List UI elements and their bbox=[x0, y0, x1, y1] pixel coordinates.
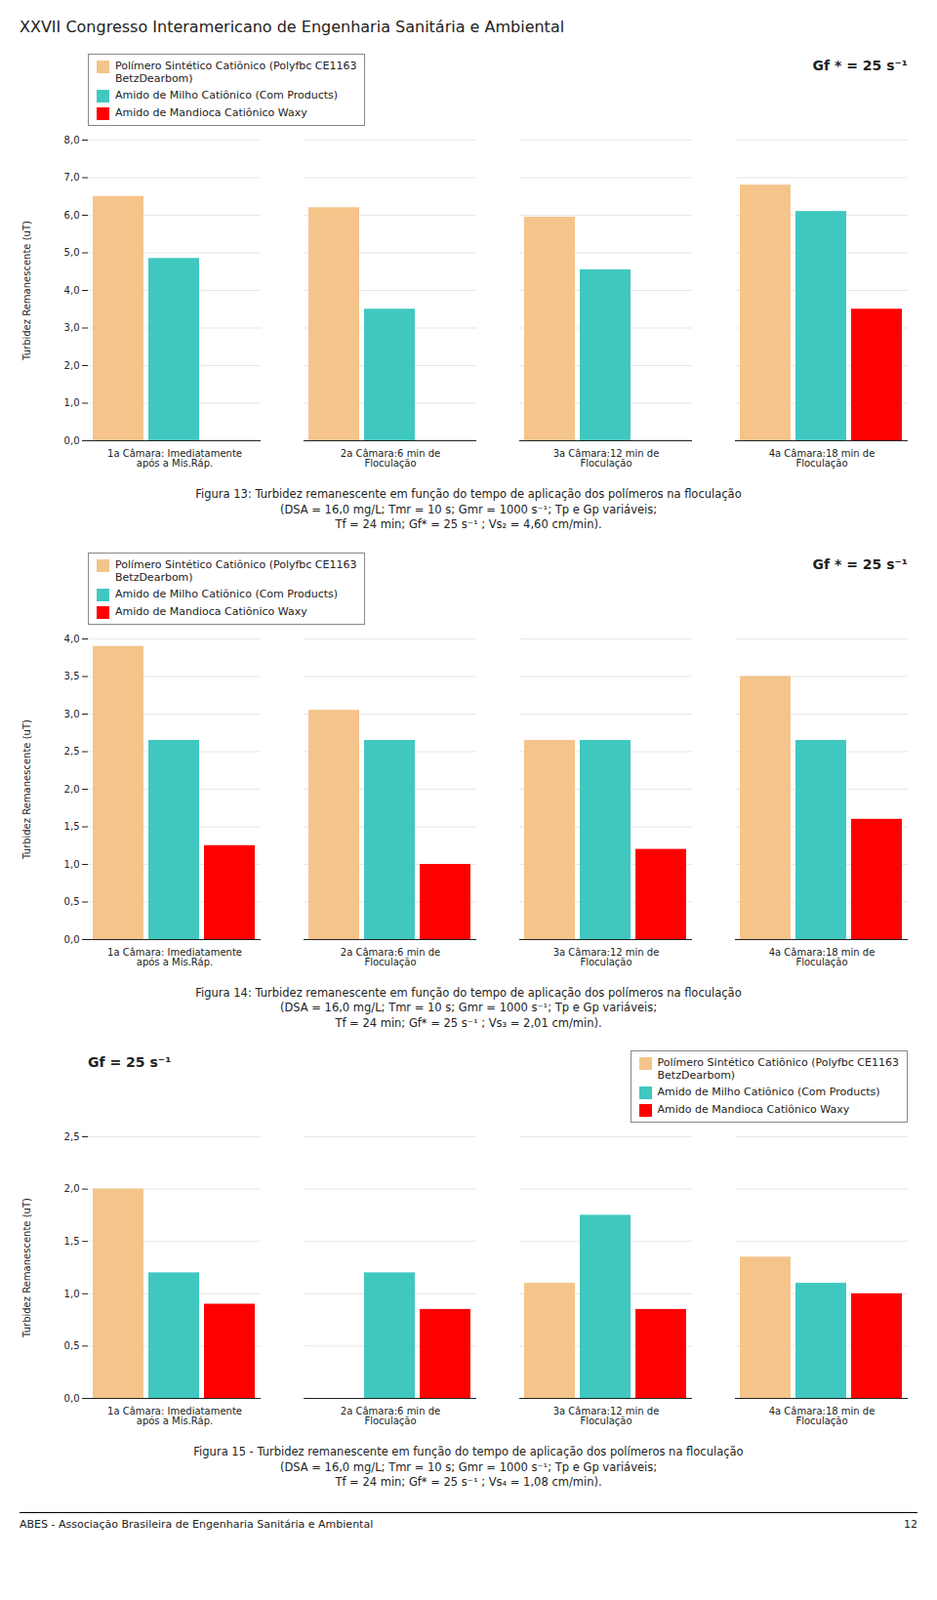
html-text:Polímero Sintético Catiônico (: Polímero Sintético Catiônico (Polyfbc CE… bbox=[115, 59, 357, 85]
svg-text:2,0: 2,0 bbox=[64, 782, 81, 794]
svg-text:3a Câmara:12 min deFloculação: 3a Câmara:12 min deFloculação bbox=[553, 945, 660, 967]
svg-text:5,0: 5,0 bbox=[64, 246, 81, 258]
svg-text:3,5: 3,5 bbox=[64, 670, 81, 682]
svg-text:1,0: 1,0 bbox=[64, 1288, 81, 1300]
svg-text:2,0: 2,0 bbox=[64, 360, 81, 371]
svg-text:6,0: 6,0 bbox=[64, 209, 81, 221]
html-text:Amido de Milho Catiônico (Com: Amido de Milho Catiônico (Com Products) bbox=[657, 1085, 880, 1099]
svg-text:0,0: 0,0 bbox=[64, 933, 81, 944]
html-text:Amido de Mandioca Catiônico Wa: Amido de Mandioca Catiônico Waxy bbox=[115, 106, 308, 120]
svg-text:4a Câmara:18 min deFloculação: 4a Câmara:18 min deFloculação bbox=[769, 945, 876, 967]
svg-text:1,0: 1,0 bbox=[64, 857, 81, 869]
svg-text:2a Câmara:6 min deFloculação: 2a Câmara:6 min deFloculação bbox=[340, 448, 441, 469]
svg-text:1,5: 1,5 bbox=[64, 1235, 81, 1247]
html-text:12: 12 bbox=[903, 1517, 918, 1531]
svg-text:4a Câmara:18 min deFloculação: 4a Câmara:18 min deFloculação bbox=[769, 1405, 876, 1426]
svg-text:7,0: 7,0 bbox=[64, 171, 81, 183]
html-text:Figura 15 - Turbidez remanesce: Figura 15 - Turbidez remanescente em fun… bbox=[193, 1444, 744, 1489]
svg-text:0,5: 0,5 bbox=[64, 896, 81, 907]
svg-text:0,0: 0,0 bbox=[64, 1392, 81, 1404]
html-text:Amido de Mandioca Catiônico Wa: Amido de Mandioca Catiônico Waxy bbox=[115, 604, 308, 618]
svg-text:3a Câmara:12 min deFloculação: 3a Câmara:12 min deFloculação bbox=[553, 1405, 660, 1426]
html-text:Amido de Milho Catiônico (Com: Amido de Milho Catiônico (Com Products) bbox=[115, 88, 338, 102]
svg-text:1,5: 1,5 bbox=[64, 820, 81, 832]
svg-text:8,0: 8,0 bbox=[64, 134, 81, 146]
html-text:Gf * = 25 s⁻¹: Gf * = 25 s⁻¹ bbox=[812, 555, 908, 572]
svg-text:2a Câmara:6 min deFloculação: 2a Câmara:6 min deFloculação bbox=[340, 945, 441, 967]
svg-text:4a Câmara:18 min deFloculação: 4a Câmara:18 min deFloculação bbox=[769, 448, 876, 469]
svg-text:Turbidez Remanescente (uT): Turbidez Remanescente (uT) bbox=[21, 1197, 33, 1339]
svg-text:1a Câmara: Imediatamenteapós a: 1a Câmara: Imediatamenteapós a Mis.Ráp. bbox=[107, 1405, 243, 1426]
html-text:Gf = 25 s⁻¹: Gf = 25 s⁻¹ bbox=[87, 1054, 172, 1070]
svg-text:4,0: 4,0 bbox=[64, 285, 81, 296]
svg-text:0,0: 0,0 bbox=[64, 435, 81, 447]
svg-text:4,0: 4,0 bbox=[64, 632, 81, 644]
svg-text:1,0: 1,0 bbox=[64, 397, 81, 408]
svg-text:1a Câmara: Imediatamenteapós a: 1a Câmara: Imediatamenteapós a Mis.Ráp. bbox=[107, 945, 243, 967]
html-text:Gf * = 25 s⁻¹: Gf * = 25 s⁻¹ bbox=[812, 57, 908, 74]
svg-text:Turbidez Remanescente (uT): Turbidez Remanescente (uT) bbox=[21, 220, 33, 362]
svg-text:3,0: 3,0 bbox=[64, 707, 81, 719]
html-text:Figura 14: Turbidez remanescen: Figura 14: Turbidez remanescente em funç… bbox=[195, 985, 742, 1030]
svg-text:2,5: 2,5 bbox=[64, 745, 81, 757]
svg-text:1a Câmara: Imediatamenteapós a: 1a Câmara: Imediatamenteapós a Mis.Ráp. bbox=[107, 448, 243, 469]
svg-text:0,5: 0,5 bbox=[64, 1340, 81, 1351]
svg-text:2a Câmara:6 min deFloculação: 2a Câmara:6 min deFloculação bbox=[340, 1405, 441, 1426]
svg-text:3,0: 3,0 bbox=[64, 322, 81, 333]
html-text:Amido de Milho Catiônico (Com: Amido de Milho Catiônico (Com Products) bbox=[115, 587, 338, 600]
html-text:Polímero Sintético Catiônico (: Polímero Sintético Catiônico (Polyfbc CE… bbox=[657, 1056, 899, 1082]
svg-text:3a Câmara:12 min deFloculação: 3a Câmara:12 min deFloculação bbox=[553, 448, 660, 469]
html-text:Polímero Sintético Catiônico (: Polímero Sintético Catiônico (Polyfbc CE… bbox=[115, 557, 357, 584]
html-text:ABES - Associação Brasileira d: ABES - Associação Brasileira de Engenhar… bbox=[19, 1517, 374, 1531]
svg-text:2,0: 2,0 bbox=[64, 1182, 81, 1194]
svg-text:2,5: 2,5 bbox=[64, 1131, 81, 1142]
svg-text:Turbidez Remanescente (uT): Turbidez Remanescente (uT) bbox=[21, 719, 33, 860]
html-text:Amido de Mandioca Catiônico Wa: Amido de Mandioca Catiônico Waxy bbox=[657, 1103, 850, 1116]
html-text:Figura 13: Turbidez remanescen: Figura 13: Turbidez remanescente em funç… bbox=[195, 487, 742, 531]
html-text:XXVII Congresso Interamericano: XXVII Congresso Interamericano de Engenh… bbox=[19, 17, 565, 37]
